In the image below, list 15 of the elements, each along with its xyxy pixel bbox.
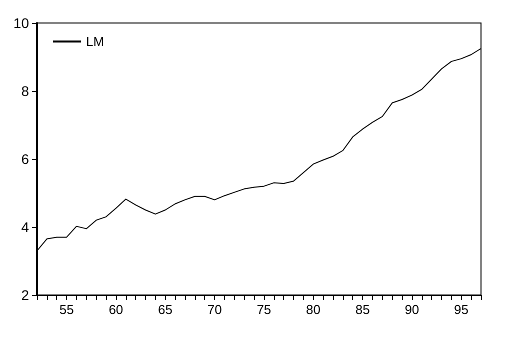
x-tick-label: 65 — [158, 302, 172, 317]
x-tick-label: 70 — [207, 302, 222, 317]
x-tick-label: 80 — [306, 302, 320, 317]
y-tick-label: 6 — [21, 151, 30, 167]
y-tick-label: 10 — [13, 15, 30, 31]
x-tick-label: 55 — [59, 302, 74, 317]
x-tick-label: 90 — [404, 302, 420, 317]
x-tick-label: 95 — [454, 302, 468, 317]
y-tick-label: 8 — [21, 83, 30, 99]
legend-label: LM — [86, 34, 104, 49]
y-tick-label: 2 — [21, 287, 30, 303]
x-tick-label: 85 — [355, 302, 370, 317]
x-tick-label: 75 — [256, 302, 272, 317]
x-tick-label: 60 — [108, 302, 124, 317]
y-tick-label: 4 — [21, 219, 30, 235]
